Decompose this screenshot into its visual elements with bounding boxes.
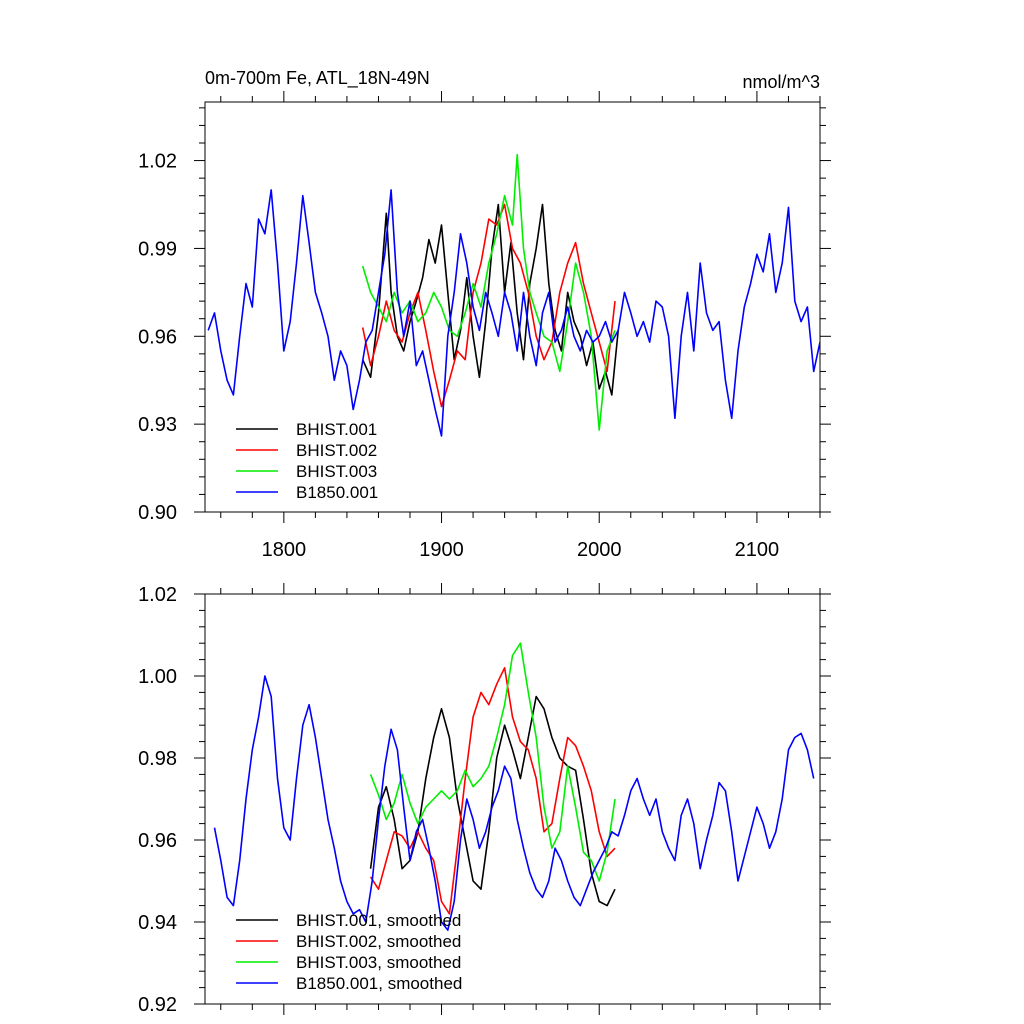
y-tick-label: 0.98 (138, 748, 177, 770)
legend-label: BHIST.003 (296, 462, 377, 481)
series-line-bhist-003-smoothed (369, 642, 616, 882)
plot-frame (204, 101, 821, 513)
series-line-bhist-002-smoothed (369, 666, 616, 915)
bottom-panel: 0.92 0.94 0.96 0.98 1.00 1.02 BHIST.001, smoot… (138, 583, 831, 1016)
x-tick-label: 2000 (577, 539, 622, 561)
legend-label: BHIST.001 (296, 420, 377, 439)
x-tick-label: 2100 (735, 539, 780, 561)
y-tick-label: 0.96 (138, 326, 177, 348)
series-line-b1850-001 (207, 189, 820, 437)
series-line-bhist-003 (361, 153, 616, 431)
y-tick-label: 0.94 (138, 912, 177, 934)
series-line-b1850-001-smoothed (213, 675, 815, 932)
chart-title: 0m-700m Fe, ATL_18N-49N (205, 68, 430, 89)
legend-label: BHIST.001, smoothed (296, 911, 461, 930)
y-tick-label: 1.00 (138, 666, 177, 688)
x-tick-label: 1800 (262, 539, 307, 561)
legend-label: B1850.001 (296, 483, 378, 502)
series-line-bhist-001 (361, 203, 619, 396)
plot-frame (204, 593, 821, 1005)
y-tick-label: 1.02 (138, 151, 177, 173)
legend-label: B1850.001, smoothed (296, 974, 462, 993)
top-panel: 0.90 0.93 0.96 0.99 1.02 1800 1900 2000 2100 0m-7… (138, 68, 831, 561)
y-tick-label: 0.90 (138, 502, 177, 524)
units-label: nmol/m^3 (743, 72, 820, 92)
y-tick-label: 0.92 (138, 994, 177, 1016)
legend-label: BHIST.002, smoothed (296, 932, 461, 951)
y-tick-label: 0.99 (138, 238, 177, 260)
y-tick-label: 0.93 (138, 414, 177, 436)
x-tick-label: 1900 (419, 539, 464, 561)
legend-label: BHIST.002 (296, 441, 377, 460)
series-lines (213, 642, 815, 932)
series-line-bhist-001-smoothed (369, 695, 616, 907)
legend-label: BHIST.003, smoothed (296, 953, 461, 972)
y-tick-label: 0.96 (138, 830, 177, 852)
y-tick-label: 1.02 (138, 584, 177, 606)
series-line-bhist-002 (361, 203, 616, 408)
series-lines (207, 153, 820, 437)
